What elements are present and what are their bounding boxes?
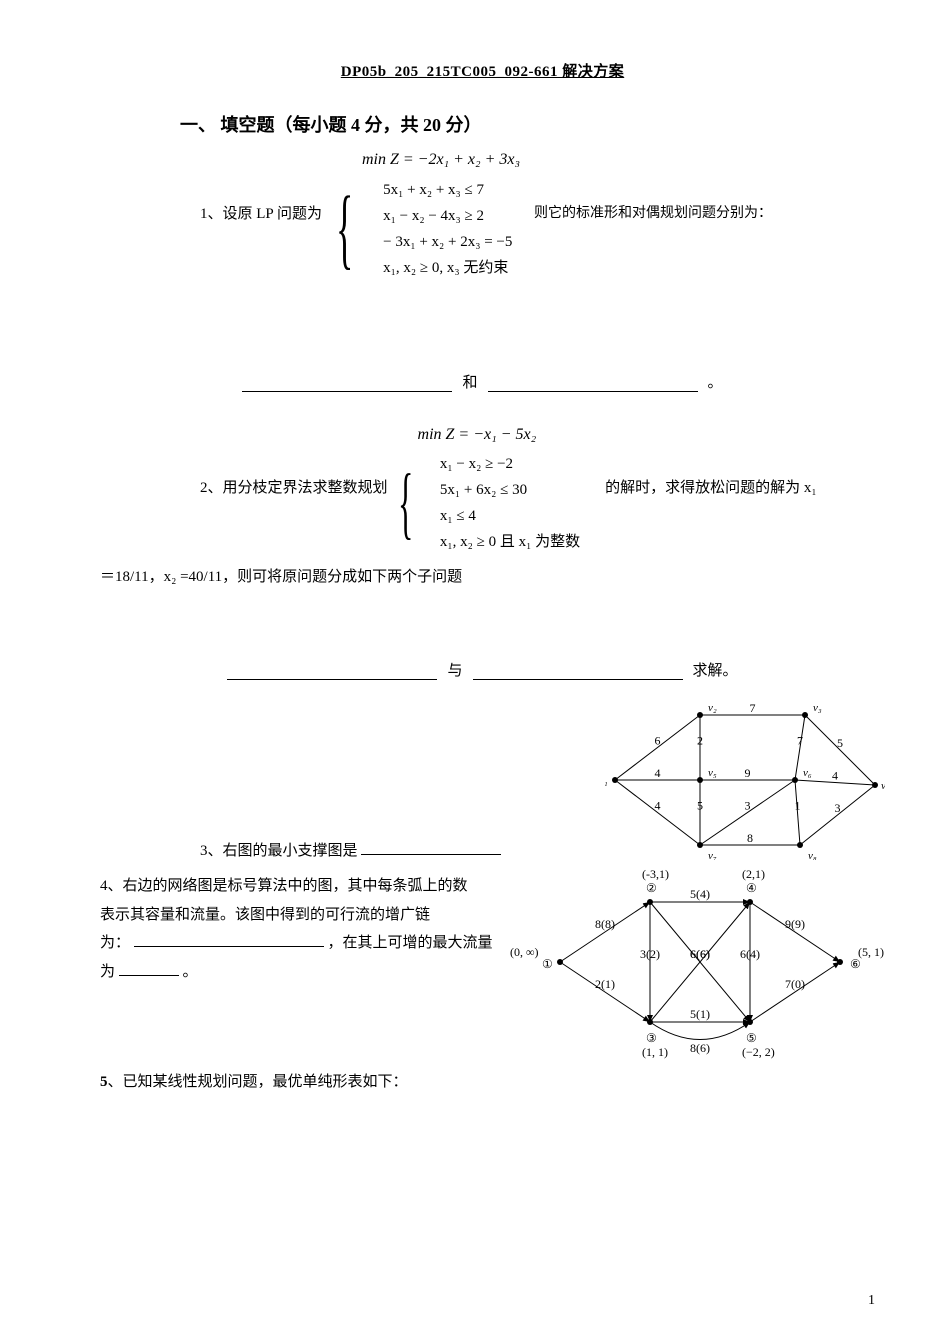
svg-text:⑥: ⑥ [850, 957, 861, 971]
svg-text:8(6): 8(6) [690, 1041, 710, 1055]
blank-line [242, 375, 452, 392]
q4-line4a: 为 [100, 964, 115, 980]
q3-text: 3、右图的最小支撑图是 [200, 839, 501, 860]
q3-label: 3、右图的最小支撑图是 [200, 843, 358, 859]
q4-line1: 4、右边的网络图是标号算法中的图，其中每条弧上的数 [100, 878, 468, 894]
svg-text:4: 4 [832, 769, 838, 783]
q2-constraints: x₁ − x₂ ≥ −2 5x₁ + 6x₂ ≤ 30 x₁ ≤ 4 x₁, x… [440, 451, 580, 555]
q4-line4b: 。 [183, 964, 198, 980]
svg-text:6(4): 6(4) [740, 947, 760, 961]
brace-icon: { [398, 463, 413, 543]
blank-line [134, 932, 324, 947]
svg-text:②: ② [646, 881, 657, 895]
svg-text:9(9): 9(9) [785, 917, 805, 931]
svg-text:⑤: ⑤ [746, 1031, 757, 1045]
svg-text:(-3,1): (-3,1) [642, 867, 669, 881]
brace-icon: { [336, 184, 353, 274]
svg-text:(−2, 2): (−2, 2) [742, 1045, 775, 1059]
svg-text:(0, ∞): (0, ∞) [510, 945, 539, 959]
svg-text:v₄: v₄ [881, 780, 885, 792]
q2-c4: x₁, x₂ ≥ 0 且 x₁ 为整数 [440, 530, 580, 554]
svg-text:6(6): 6(6) [690, 947, 710, 961]
svg-text:8(8): 8(8) [595, 917, 615, 931]
svg-text:6: 6 [655, 734, 661, 748]
svg-text:7(0): 7(0) [785, 977, 805, 991]
svg-text:3(2): 3(2) [640, 947, 660, 961]
q2-blanks-row: 与 求解。 [80, 659, 885, 680]
q3-graph: 6 7 4 2 9 7 5 4 4 5 3 1 3 8 v₁ v₂ v₃ v₄ v₅ v₆ v₇ v₈ [605, 700, 885, 860]
svg-text:4: 4 [655, 799, 661, 813]
q1-lead: 1、设原 LP 问题为 [200, 202, 322, 226]
q5-text: 、已知某线性规划问题，最优单纯形表如下： [108, 1074, 408, 1090]
q1-c2: x₁ − x₂ − 4x₃ ≥ 2 [383, 204, 512, 228]
svg-text:v₆: v₆ [803, 767, 812, 779]
svg-text:7: 7 [750, 701, 756, 715]
question-1: 1、设原 LP 问题为 min Z = −2x₁ + x₂ + 3x₃ { 5x… [80, 147, 885, 281]
q4-line2: 表示其容量和流量。该图中得到的可行流的增广链 [100, 907, 430, 923]
svg-text:1: 1 [795, 799, 801, 813]
svg-text:③: ③ [646, 1031, 657, 1045]
svg-text:5(1): 5(1) [690, 1007, 710, 1021]
svg-text:v₈: v₈ [808, 850, 817, 860]
q1-constraints: 5x₁ + x₂ + x₃ ≤ 7 x₁ − x₂ − 4x₃ ≥ 2 − 3x… [383, 177, 512, 281]
svg-text:2: 2 [697, 734, 703, 748]
blank-line [119, 961, 179, 976]
document-header: DP05b_205_215TC005_092-661 解决方案 [80, 60, 885, 81]
period: 。 [708, 371, 723, 392]
svg-text:4: 4 [655, 766, 661, 780]
q1-tail: 则它的标准形和对偶规划问题分别为： [534, 203, 772, 225]
question-5: 5、已知某线性规划问题，最优单纯形表如下： [100, 1070, 885, 1091]
q1-c4: x₁, x₂ ≥ 0, x₃ 无约束 [383, 256, 512, 280]
svg-text:v₅: v₅ [708, 767, 717, 779]
q1-blanks-row: 和 。 [80, 371, 885, 392]
q1-objective: min Z = −2x₁ + x₂ + 3x₃ [362, 147, 520, 173]
svg-text:④: ④ [746, 881, 757, 895]
svg-text:v₇: v₇ [708, 850, 717, 860]
q2-objective: min Z = −x₁ − 5x₂ [418, 422, 581, 448]
q2-c2: 5x₁ + 6x₂ ≤ 30 [440, 478, 580, 502]
q2-c1: x₁ − x₂ ≥ −2 [440, 452, 580, 476]
svg-text:(1, 1): (1, 1) [642, 1045, 668, 1059]
q4-graph: 8(8)2(1)5(4)3(2)6(6)6(6)5(1)9(9)6(4)7(0)… [530, 872, 890, 1052]
svg-text:7: 7 [797, 734, 803, 748]
svg-text:3: 3 [835, 801, 841, 815]
svg-text:8: 8 [747, 831, 753, 845]
question-4: 4、右边的网络图是标号算法中的图，其中每条弧上的数 表示其容量和流量。该图中得到… [80, 872, 885, 1052]
blank-line [473, 663, 683, 680]
connector-and: 与 [447, 659, 462, 680]
svg-text:3: 3 [745, 799, 751, 813]
q1-c3: − 3x₁ + x₂ + 2x₃ = −5 [383, 230, 512, 254]
svg-text:5: 5 [837, 736, 843, 750]
question-2: 2、用分枝定界法求整数规划 min Z = −x₁ − 5x₂ { x₁ − x… [80, 422, 885, 590]
q4-line3b: ，在其上可增的最大流量 [328, 935, 493, 951]
svg-text:5(4): 5(4) [690, 887, 710, 901]
q1-c1: 5x₁ + x₂ + x₃ ≤ 7 [383, 178, 512, 202]
q4-text: 4、右边的网络图是标号算法中的图，其中每条弧上的数 表示其容量和流量。该图中得到… [100, 872, 530, 986]
q2-tail: 的解时，求得放松问题的解为 x₁ [605, 476, 816, 500]
svg-text:(2,1): (2,1) [742, 867, 765, 881]
blank-line [361, 840, 501, 855]
q2-c3: x₁ ≤ 4 [440, 504, 580, 528]
blank-line [227, 663, 437, 680]
q2-lead: 2、用分枝定界法求整数规划 [200, 476, 388, 500]
question-3: 3、右图的最小支撑图是 6 7 4 2 9 7 5 4 4 5 3 1 3 8 v₁ v₂ v₃ v₄ v₅ v₆ v… [80, 700, 885, 860]
svg-text:①: ① [542, 957, 553, 971]
svg-text:2(1): 2(1) [595, 977, 615, 991]
blank-line [488, 375, 698, 392]
solve-text: 求解。 [693, 659, 738, 680]
svg-text:9: 9 [745, 766, 751, 780]
q2-follow: ＝18/11，x₂ =40/11，则可将原问题分成如下两个子问题 [100, 565, 885, 589]
q5-num: 5 [100, 1074, 108, 1090]
svg-text:v₁: v₁ [605, 775, 608, 787]
svg-text:v₂: v₂ [708, 702, 717, 714]
document-page: DP05b_205_215TC005_092-661 解决方案 一、 填空题（每… [0, 0, 945, 1337]
page-number: 1 [868, 1293, 875, 1309]
svg-text:(5, 1): (5, 1) [858, 945, 884, 959]
q4-line3a: 为： [100, 935, 130, 951]
section-title: 一、 填空题（每小题 4 分，共 20 分） [180, 111, 885, 137]
svg-text:v₃: v₃ [813, 702, 822, 714]
svg-text:5: 5 [697, 799, 703, 813]
q2-tail-text: 的解时，求得放松问题的解为 x₁ [605, 480, 816, 496]
connector-and: 和 [462, 371, 477, 392]
